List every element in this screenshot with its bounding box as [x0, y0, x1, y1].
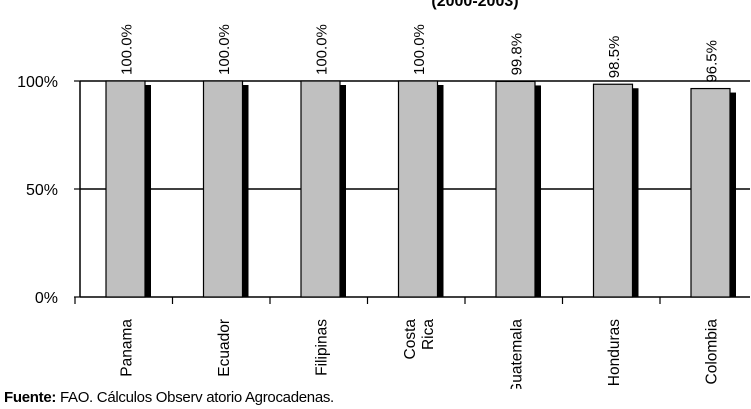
- source-text: FAO. Cálculos Observ atorio Agrocadenas.: [59, 389, 334, 406]
- category-label: Costa: [402, 319, 419, 360]
- bar: [690, 87, 731, 298]
- data-label: 100.0%: [314, 24, 331, 75]
- category-label: Guatemala: [509, 319, 526, 389]
- y-tick-label: 50%: [26, 182, 58, 199]
- bar: [397, 80, 439, 298]
- bar-shadow: [730, 92, 736, 297]
- bar: [495, 80, 536, 298]
- chart-title: (2000-2003): [431, 0, 518, 10]
- bar-shadow: [340, 85, 346, 297]
- bar-shadow: [632, 88, 639, 298]
- bar: [105, 80, 146, 298]
- bar-chart: (2000-2003) 0%50%100% 100.0%Panama100.0%…: [17, 0, 750, 389]
- y-tick-label: 100%: [17, 74, 58, 91]
- labels: 100.0% Panama 100.0% Ecuador 100.0% Filipinas…: [119, 24, 721, 389]
- category-label: Panama: [119, 319, 136, 377]
- data-label: 99.8%: [509, 33, 526, 76]
- data-label: 100.0%: [119, 24, 136, 75]
- category-label: Rica: [420, 319, 437, 350]
- data-label: 96.5%: [704, 40, 721, 83]
- y-tick-label: 0%: [35, 290, 58, 307]
- source-label: Fuente:: [4, 389, 57, 406]
- category-label: Colombia: [704, 319, 721, 385]
- bar-shadow: [242, 85, 249, 297]
- bar-shadow: [535, 85, 541, 297]
- bar-shadow: [145, 85, 151, 297]
- bar: [592, 83, 634, 298]
- category-label: Ecuador: [216, 319, 233, 377]
- bar: [300, 80, 341, 298]
- bar: [202, 80, 244, 298]
- category-label: Honduras: [606, 319, 623, 386]
- bar-shadow: [437, 85, 444, 297]
- data-label: 98.5%: [606, 36, 623, 79]
- category-label: Filipinas: [314, 319, 331, 376]
- bars: [105, 80, 736, 298]
- source-note: Fuente: FAO. Cálculos Observ atorio Agro…: [4, 389, 334, 407]
- data-label: 100.0%: [411, 24, 428, 75]
- data-label: 100.0%: [216, 24, 233, 75]
